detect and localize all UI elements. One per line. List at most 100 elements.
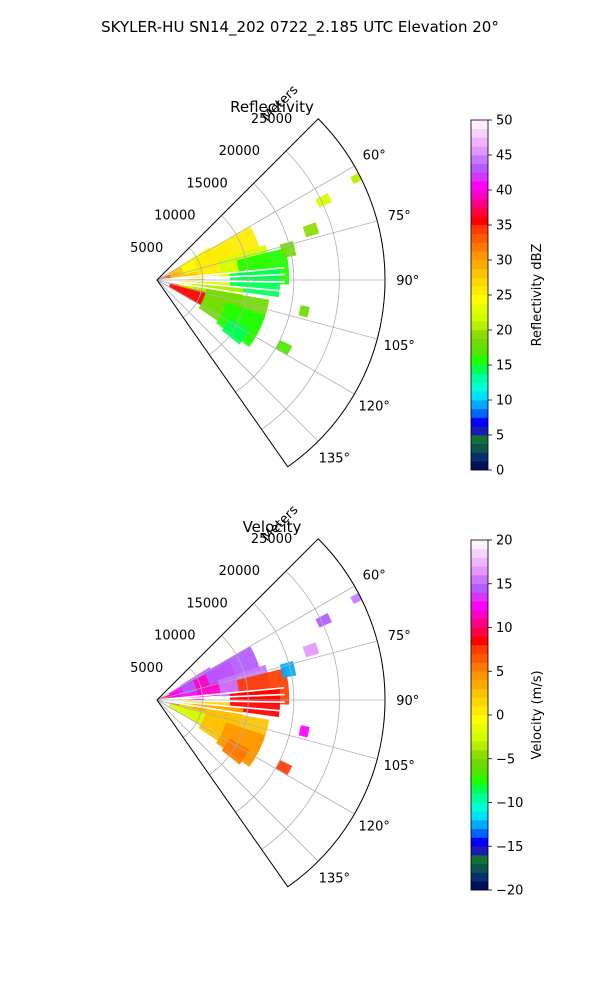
- colorbar-swatch: [471, 688, 488, 698]
- colorbar-swatch: [471, 881, 488, 891]
- angle-tick-label: 75°: [388, 629, 411, 644]
- colorbar-swatch: [471, 321, 488, 331]
- range-ring: [209, 635, 249, 776]
- data-gap: [156, 273, 285, 281]
- colorbar-swatch: [471, 802, 488, 812]
- data-gap: [156, 279, 285, 292]
- angle-tick-label: 120°: [359, 819, 390, 834]
- colorbar-swatch: [471, 758, 488, 768]
- colorbar-swatch: [471, 426, 488, 436]
- data-region: [350, 172, 362, 185]
- colorbar-swatch: [471, 645, 488, 655]
- data-region: [315, 613, 332, 628]
- range-ring: [182, 667, 203, 738]
- data-region: [279, 661, 297, 678]
- data-gap: [156, 693, 285, 701]
- colorbar-swatch: [471, 557, 488, 567]
- colorbar-swatch: [471, 855, 488, 865]
- colorbar-swatch: [471, 706, 488, 716]
- colorbar-swatch: [471, 260, 488, 270]
- colorbar-swatch: [471, 443, 488, 453]
- colorbar-swatch: [471, 373, 488, 383]
- range-ring: [287, 538, 386, 888]
- azimuth-gridline: [156, 699, 378, 760]
- colorbar-swatch: [471, 207, 488, 217]
- angle-tick-label: 120°: [359, 399, 390, 414]
- data-region: [315, 193, 332, 208]
- colorbar-swatch: [471, 732, 488, 742]
- colorbar-tick-label: 20: [496, 534, 513, 549]
- colorbar-swatch: [471, 330, 488, 340]
- data-region: [298, 305, 310, 318]
- colorbar-swatch: [471, 365, 488, 375]
- azimuth-gridline: [156, 640, 378, 701]
- colorbar-swatch: [471, 776, 488, 786]
- colorbar-swatch: [471, 435, 488, 445]
- colorbar-swatch: [471, 242, 488, 252]
- colorbar-tick-label: 5: [496, 665, 504, 680]
- data-region: [275, 339, 293, 356]
- colorbar-swatch: [471, 347, 488, 357]
- colorbar-swatch: [471, 251, 488, 261]
- colorbar-swatch: [471, 820, 488, 830]
- colorbar-tick-label: 5: [496, 429, 504, 444]
- data-gap: [156, 279, 284, 301]
- colorbar-velocity: −20 −15 −10 −5 0 5 10 15 20: [470, 534, 523, 899]
- colorbar-swatch: [471, 618, 488, 628]
- colorbar-tick-label: −15: [496, 840, 523, 855]
- radial-tick-label: 15000: [186, 176, 227, 191]
- radial-ticks-velocity: 5000 10000 15000 20000 25000: [130, 532, 292, 676]
- colorbar-swatch: [471, 548, 488, 558]
- data-region: [168, 703, 206, 726]
- colorbar-swatch: [471, 312, 488, 322]
- colorbar-tick-label: 0: [496, 709, 504, 724]
- colorbar-swatch: [471, 286, 488, 296]
- azimuth-gridline: [156, 220, 378, 281]
- colorbar-swatch: [471, 225, 488, 235]
- colorbar-swatch: [471, 627, 488, 637]
- data-region: [221, 318, 250, 345]
- angle-tick-label: 75°: [388, 209, 411, 224]
- colorbar-swatch: [471, 583, 488, 593]
- colorbar-swatch: [471, 163, 488, 173]
- colorbar-swatch: [471, 181, 488, 191]
- data-gap: [156, 266, 285, 281]
- angle-tick-label: 60°: [363, 569, 386, 584]
- colorbar-swatch: [471, 128, 488, 138]
- colorbar-swatch: [471, 400, 488, 410]
- colorbar-swatch: [471, 198, 488, 208]
- colorbar-tick-label: 0: [496, 464, 504, 479]
- angle-ticks-velocity: 60° 75° 90° 105° 120° 135°: [319, 569, 420, 887]
- colorbar-swatch: [471, 793, 488, 803]
- colorbar-tick-label: 30: [496, 254, 513, 269]
- azimuth-gridline: [156, 165, 355, 281]
- radial-tick-label: 10000: [154, 209, 195, 224]
- colorbar-swatch: [471, 233, 488, 243]
- colorbar-tick-label: −20: [496, 884, 523, 899]
- angle-tick-label: 105°: [384, 759, 415, 774]
- colorbar-tick-label: 15: [496, 359, 513, 374]
- colorbar-swatch: [471, 190, 488, 200]
- radial-tick-label: 25000: [251, 112, 292, 127]
- colorbar-swatch: [471, 172, 488, 182]
- colorbar-swatch: [471, 408, 488, 418]
- polar-plot-velocity: [156, 538, 386, 888]
- colorbar-swatch: [471, 863, 488, 873]
- colorbar-tick-label: 25: [496, 289, 513, 304]
- radial-ticks-reflectivity: 5000 10000 15000 20000 25000: [130, 112, 292, 256]
- radial-tick-label: 20000: [219, 564, 260, 579]
- colorbar-swatch: [471, 417, 488, 427]
- azimuth-gridline: [156, 585, 355, 701]
- range-ring: [209, 215, 249, 356]
- radial-tick-label: 5000: [130, 661, 163, 676]
- colorbar-swatch: [471, 671, 488, 681]
- colorbar-swatch: [471, 216, 488, 226]
- colorbar-swatch: [471, 592, 488, 602]
- colorbar-swatch: [471, 837, 488, 847]
- data-gap: [156, 699, 284, 721]
- colorbar-swatch: [471, 303, 488, 313]
- polar-plot-reflectivity: [156, 118, 386, 468]
- range-ring: [235, 182, 295, 393]
- azimuth-gridline: [156, 279, 319, 442]
- angle-ticks-reflectivity: 60° 75° 90° 105° 120° 135°: [319, 149, 420, 467]
